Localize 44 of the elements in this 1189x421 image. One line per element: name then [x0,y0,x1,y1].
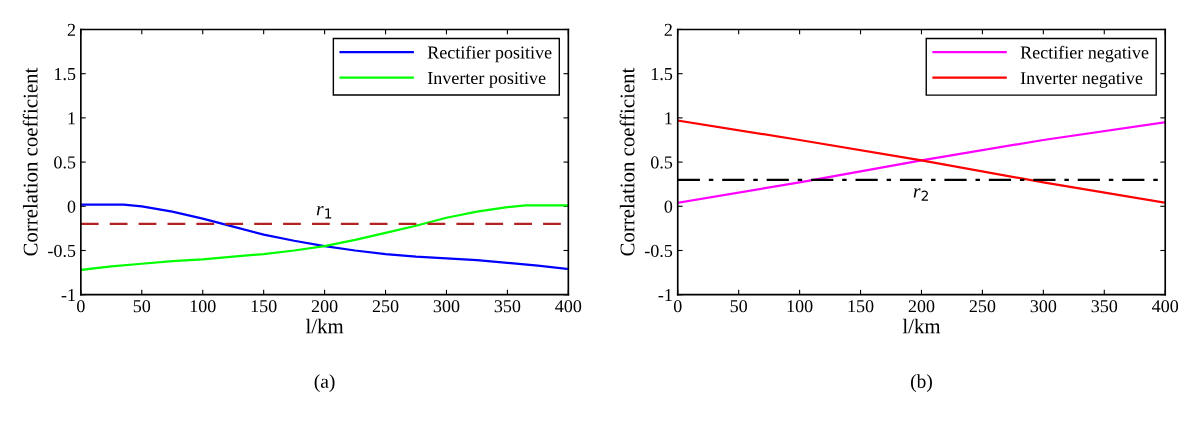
x-tick-label: 150 [251,300,277,313]
x-tick-label: 150 [848,300,874,313]
y-tick-label: 1.5 [651,68,673,81]
y-tick-label: -0.5 [644,244,673,258]
x-tick-label: 350 [494,300,521,313]
y-tick-label: 0 [664,200,673,213]
text: (a) [314,374,335,392]
legend-label: Rectifier negative [1020,45,1149,63]
y-tick-label: 2 [67,23,75,36]
y-axis-title: Correlation coefficient [22,67,38,256]
x-axis-title: l/km [902,318,941,334]
y-tick-label: 0 [67,200,76,213]
y-tick-label: -0.5 [48,244,76,258]
y-tick-label: 2 [664,23,672,36]
y-tick-label: -1 [658,289,672,301]
text: (b) [910,374,932,392]
y-axis-title: Correlation coefficient [619,67,635,256]
x-tick-label: 0 [673,300,682,313]
y-tick-label: 1 [68,112,75,125]
x-tick-label: 250 [372,300,399,313]
ref-line-label: r$_{1}$ [316,206,332,219]
ref-line-label: r$_{2}$ [913,188,928,201]
legend-label: Inverter positive [427,71,546,88]
x-tick-label: 100 [787,300,813,313]
x-tick-label: 50 [730,300,748,313]
y-tick-label: 0.5 [650,156,673,169]
legend-label: Inverter negative [1020,72,1143,88]
x-axis-title: l/km [305,318,344,334]
x-tick-label: 350 [1091,300,1118,313]
y-tick-label: 0.5 [54,156,76,169]
x-tick-label: 400 [1152,300,1179,313]
x-tick-label: 50 [133,300,151,313]
y-tick-label: 1.5 [55,68,76,81]
x-tick-label: 300 [1030,300,1057,313]
x-tick-label: 300 [433,300,460,313]
x-tick-label: 200 [311,300,338,313]
y-tick-label: -1 [61,289,75,301]
x-tick-label: 200 [908,300,935,313]
legend-label: Rectifier positive [427,45,552,63]
x-tick-label: 0 [77,300,85,313]
x-tick-label: 250 [969,300,996,313]
x-tick-label: 100 [190,300,216,313]
y-tick-label: 1 [665,112,672,125]
x-tick-label: 400 [555,300,582,313]
